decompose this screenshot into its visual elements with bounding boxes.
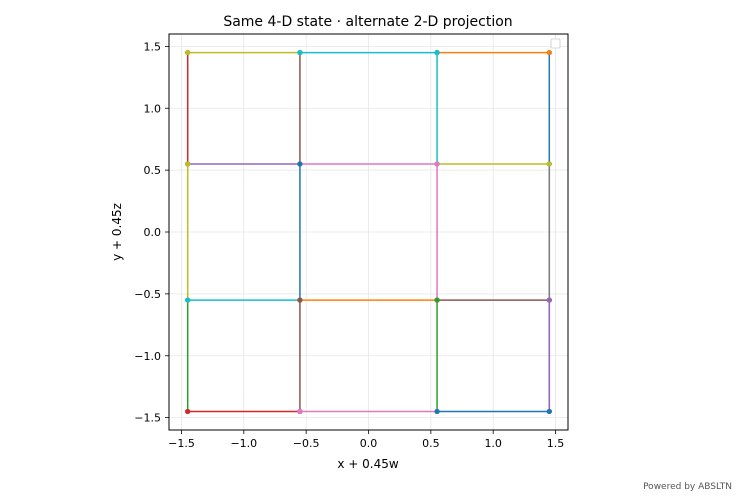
y-tick-label: −1.0 <box>134 350 161 363</box>
data-point <box>297 297 303 303</box>
y-tick-label: 1.0 <box>144 102 162 115</box>
y-tick-label: 0.5 <box>144 164 162 177</box>
data-point <box>434 408 440 415</box>
data-point <box>434 297 440 303</box>
data-point <box>434 161 440 167</box>
x-axis-label: x + 0.45w <box>337 457 399 471</box>
y-tick-label: −0.5 <box>134 288 161 301</box>
data-point <box>297 49 303 56</box>
series-23 <box>434 408 552 415</box>
x-tick-label: 1.0 <box>484 437 502 450</box>
series-layer <box>185 49 552 415</box>
data-point <box>546 408 552 415</box>
grid <box>169 34 568 430</box>
y-ticks: −1.5 −1.0 −0.5 0.0 0.5 1.0 1.5 <box>134 40 169 425</box>
x-tick-label: 1.5 <box>547 437 565 450</box>
legend-box <box>550 38 561 49</box>
y-tick-label: −1.5 <box>134 412 161 425</box>
x-tick-label: −1.5 <box>168 437 195 450</box>
x-tick-label: −1.0 <box>230 437 257 450</box>
chart-title: Same 4-D state · alternate 2-D projectio… <box>223 14 512 30</box>
data-point <box>434 49 440 56</box>
data-point <box>185 161 191 167</box>
footer-credit: Powered by ABSLTN <box>643 482 732 492</box>
data-point <box>297 408 303 415</box>
data-point <box>546 49 552 56</box>
x-tick-label: 0.5 <box>422 437 440 450</box>
data-point <box>185 49 191 56</box>
y-tick-label: 1.5 <box>144 40 162 53</box>
y-axis-label: y + 0.45z <box>110 203 124 261</box>
y-tick-label: 0.0 <box>144 226 162 239</box>
data-point <box>546 161 552 167</box>
data-point <box>297 161 303 167</box>
data-point <box>546 297 552 303</box>
data-point <box>185 408 191 415</box>
x-ticks: −1.5 −1.0 −0.5 0.0 0.5 1.0 1.5 <box>168 430 564 450</box>
x-tick-label: −0.5 <box>293 437 320 450</box>
x-tick-label: 0.0 <box>360 437 378 450</box>
data-point <box>185 297 191 303</box>
